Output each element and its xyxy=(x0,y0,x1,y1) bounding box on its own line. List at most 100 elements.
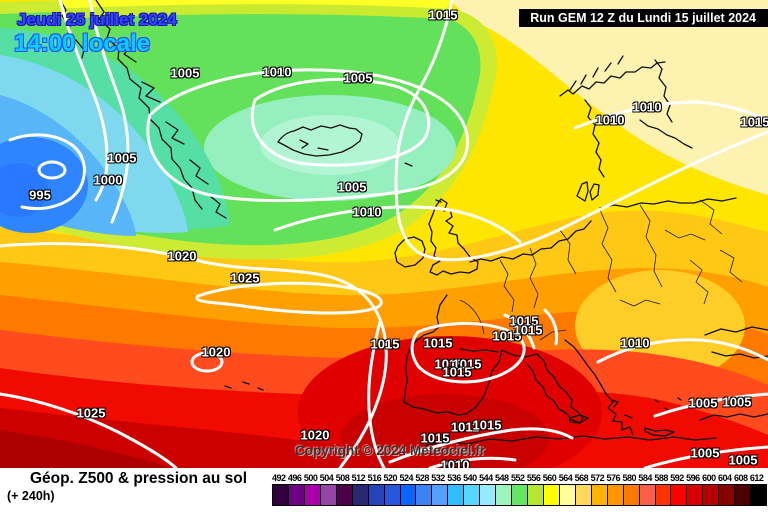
isobar-label: 1005 xyxy=(722,394,752,410)
colorbar-value: 540 xyxy=(463,473,477,483)
model-run-banner: Run GEM 12 Z du Lundi 15 juillet 2024 xyxy=(519,9,768,27)
colorbar-value: 512 xyxy=(351,473,366,483)
isobar-label: 1010 xyxy=(262,64,292,80)
colorbar-value: 564 xyxy=(558,473,573,483)
forecast-time-label: 14:00 locale xyxy=(14,30,151,57)
isobar-label: 1010 xyxy=(632,99,662,115)
colorbar xyxy=(272,484,768,506)
colorbar-values: 492 496 500 504 508 512 516 520 524 528 532 536 540 5… xyxy=(272,473,768,484)
isobar-label: 1015 xyxy=(423,335,453,351)
colorbar-cell xyxy=(574,484,592,506)
map-canvas: 1005 1010 1005 1015 1005 1000 995 1005 1010 1010 1… xyxy=(0,0,768,468)
colorbar-cell xyxy=(542,484,560,506)
colorbar-cell xyxy=(272,484,289,506)
colorbar-value: 600 xyxy=(702,473,716,483)
isobars xyxy=(0,0,768,468)
colorbar-cell xyxy=(319,484,337,506)
isobar-label: 1005 xyxy=(728,452,758,468)
isobar-label: 1020 xyxy=(201,344,231,360)
isobar-label: 1015 xyxy=(740,114,768,130)
colorbar-value: 536 xyxy=(447,473,461,483)
colorbar-value: 584 xyxy=(638,473,652,483)
colorbar-value: 544 xyxy=(479,473,493,483)
colorbar-value: 548 xyxy=(495,473,509,483)
colorbar-cell xyxy=(670,484,688,506)
colorbar-cell xyxy=(431,484,449,506)
isobar-label: 1025 xyxy=(230,270,260,286)
colorbar-cell xyxy=(383,484,401,506)
colorbar-cell xyxy=(622,484,640,506)
forecast-date-label: Jeudi 25 juillet 2024 xyxy=(17,10,177,29)
isobar-label: 1005 xyxy=(337,179,367,195)
colorbar-cell xyxy=(558,484,576,506)
isobar-label: 1015 xyxy=(420,430,450,446)
country-borders xyxy=(459,199,743,341)
colorbar-value: 592 xyxy=(670,473,684,483)
isobar-label: 1020 xyxy=(300,427,330,443)
colorbar-cell xyxy=(654,484,672,506)
colorbar-value: 504 xyxy=(319,473,334,483)
isobar-label: 1010 xyxy=(352,204,382,220)
coastlines xyxy=(59,0,768,447)
colorbar-cell xyxy=(702,484,720,506)
colorbar-cell xyxy=(463,484,481,506)
colorbar-value: 520 xyxy=(383,473,398,483)
colorbar-cell xyxy=(686,484,704,506)
colorbar-cell xyxy=(590,484,608,506)
colorbar-cell xyxy=(351,484,369,506)
isobar-label: 1015 xyxy=(442,364,472,380)
isobar-label: 1011 xyxy=(450,419,480,435)
isobar-label: 1000 xyxy=(93,172,123,188)
isobar-label: 1020 xyxy=(167,248,197,264)
isobar-label: 1025 xyxy=(76,405,106,421)
isobar-label: 1015 xyxy=(513,322,543,338)
colorbar-value: 500 xyxy=(303,473,318,483)
colorbar-value: 612 xyxy=(749,473,764,483)
colorbar-cell xyxy=(750,484,768,506)
isobar-label: 1010 xyxy=(595,112,625,128)
colorbar-cell xyxy=(367,484,385,506)
colorbar-value: 516 xyxy=(367,473,382,483)
colorbar-cell xyxy=(606,484,624,506)
geopotential-bands xyxy=(0,0,768,468)
colorbar-cell xyxy=(527,484,544,506)
colorbar-value: 492 xyxy=(272,473,286,483)
isobar-label: 1015 xyxy=(434,356,464,372)
colorbar-value: 528 xyxy=(415,473,429,483)
colorbar-value: 532 xyxy=(431,473,445,483)
colorbar-cell xyxy=(718,484,736,506)
isobar-label: 1005 xyxy=(170,65,200,81)
isobar-label: 1005 xyxy=(107,150,137,166)
colorbar-value: 580 xyxy=(622,473,636,483)
colorbar-cell xyxy=(447,484,465,506)
colorbar-cell xyxy=(638,484,656,506)
colorbar-cell xyxy=(287,484,305,506)
forecast-step: (+ 240h) xyxy=(7,489,55,503)
colorbar-value: 508 xyxy=(335,473,350,483)
colorbar-cell xyxy=(479,484,497,506)
colorbar-cell xyxy=(335,484,353,506)
isobar-label: 1015 xyxy=(452,356,482,372)
colorbar-cell xyxy=(734,484,752,506)
isobar-label: 1015 xyxy=(509,313,539,329)
colorbar-value: 576 xyxy=(606,473,621,483)
colorbar-cell xyxy=(399,484,417,506)
colorbar-cell xyxy=(303,484,321,506)
colorbar-cell xyxy=(495,484,513,506)
colorbar-value: 572 xyxy=(590,473,605,483)
isobar-label: 1015 xyxy=(492,328,522,344)
colorbar-value: 604 xyxy=(718,473,732,483)
isobar-label: 1010 xyxy=(620,335,650,351)
colorbar-value: 608 xyxy=(733,473,748,483)
isobar-label: 1015 xyxy=(370,336,400,352)
legend-bar: Géop. Z500 & pression au sol (+ 240h) 49… xyxy=(0,468,768,512)
colorbar-value: 596 xyxy=(686,473,700,483)
product-title: Géop. Z500 & pression au sol xyxy=(30,470,248,487)
colorbar-cell xyxy=(415,484,433,506)
isobar-label: 1010 xyxy=(440,457,470,469)
geopotential-map xyxy=(0,0,768,468)
colorbar-value: 524 xyxy=(399,473,413,483)
copyright-text: Copyright © 2024 Meteociel.fr xyxy=(295,443,485,458)
isobar-label: 1015 xyxy=(428,7,458,23)
